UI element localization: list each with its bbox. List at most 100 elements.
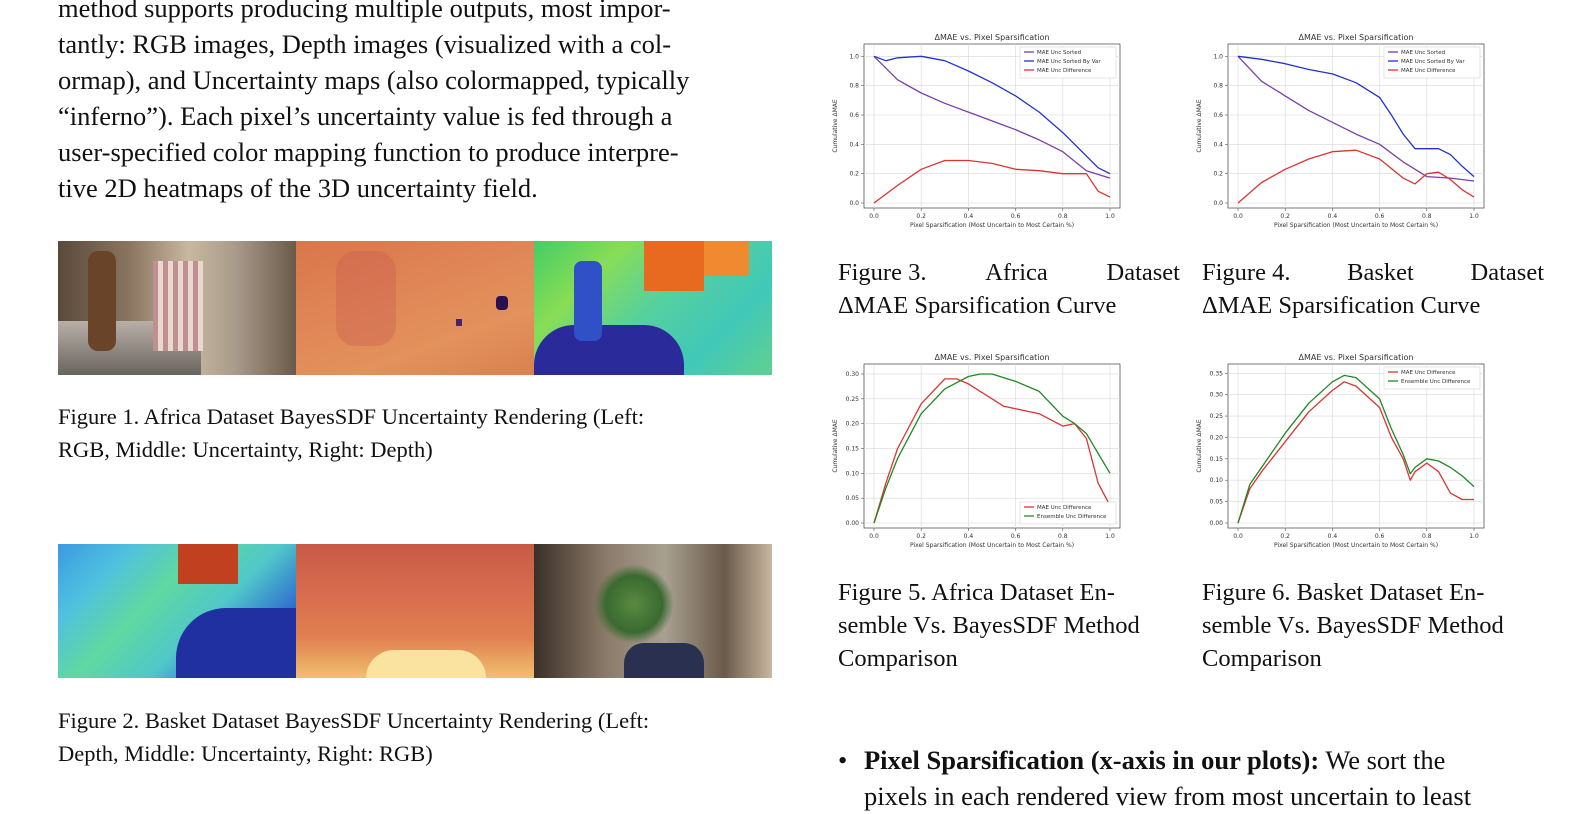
caption-line: Comparison	[838, 645, 958, 672]
legend-label: MAE Unc Sorted	[1401, 50, 1445, 56]
figure1-depth-image	[534, 241, 772, 375]
figure5-chart-svg: ΔMAE vs. Pixel Sparsification 0.0 0.2 0.4 0.…	[832, 353, 1121, 549]
y-tick-label: 0.05	[846, 495, 860, 502]
x-axis-label: Pixel Sparsification (Most Uncertain to …	[1274, 222, 1438, 229]
legend-label: MAE Unc Sorted By Var	[1401, 59, 1465, 65]
paragraph-line: ormap), and Uncertainty maps (also color…	[58, 65, 690, 95]
figure2-depth-image	[58, 544, 296, 678]
caption-line: semble Vs. BayesSDF Method	[838, 612, 1140, 639]
caption-line: semble Vs. BayesSDF Method	[1202, 612, 1504, 639]
x-tick-label: 0.8	[1422, 533, 1432, 540]
y-tick-label: 0.15	[1210, 456, 1224, 463]
x-tick-label: 0.2	[916, 213, 926, 220]
legend-box	[1019, 46, 1117, 79]
figure6-chart-svg: ΔMAE vs. Pixel Sparsification 0.0 0.2 0.4 0.…	[1196, 353, 1485, 549]
x-tick-label: 0.6	[1375, 533, 1385, 540]
series-line	[873, 55, 1111, 179]
figure3-chart-svg: ΔMAE vs. Pixel Sparsification 0.0 0.2 0.4 0.…	[832, 33, 1121, 229]
x-tick-label: 0.4	[964, 213, 974, 220]
y-tick-label: 0.0	[1213, 200, 1223, 207]
caption-word: Figure 3.	[838, 259, 927, 286]
y-tick-label: 0.8	[1213, 83, 1223, 90]
caption-line: Comparison	[1202, 645, 1322, 672]
y-tick-label: 0.8	[849, 83, 859, 90]
y-axis-label: Cumulative ΔMAE	[832, 99, 839, 153]
figure2-image-strip	[58, 544, 772, 678]
caption-word: Dataset	[1470, 259, 1544, 286]
paragraph-line: user-specified color mapping function to…	[58, 137, 679, 167]
y-tick-label: 0.30	[846, 371, 860, 378]
bullet-text: We sort the	[1319, 745, 1446, 775]
paragraph-line: method supports producing multiple outpu…	[58, 0, 671, 23]
y-tick-label: 0.2	[849, 171, 859, 178]
x-tick-label: 1.0	[1469, 533, 1479, 540]
y-tick-label: 0.05	[1210, 499, 1224, 506]
caption-word: Dataset	[1106, 259, 1180, 286]
x-axis-label: Pixel Sparsification (Most Uncertain to …	[910, 542, 1074, 549]
chart-title: ΔMAE vs. Pixel Sparsification	[1299, 33, 1414, 42]
series-line	[873, 378, 1111, 524]
legend-label: MAE Unc Sorted	[1037, 50, 1081, 56]
paragraph-line: “inferno”). Each pixel’s uncertainty val…	[58, 101, 673, 131]
y-tick-label: 0.30	[1210, 392, 1224, 399]
series-line	[873, 159, 1111, 204]
y-axis-label: Cumulative ΔMAE	[1196, 99, 1203, 153]
caption-line: Figure 1. Africa Dataset BayesSDF Uncert…	[58, 404, 645, 429]
y-tick-label: 0.20	[1210, 434, 1224, 441]
figure2-rgb-image	[534, 544, 772, 678]
series-line	[1237, 149, 1475, 204]
series-line	[873, 373, 1111, 524]
figure2-caption: Figure 2. Basket Dataset BayesSDF Uncert…	[58, 704, 649, 770]
x-tick-label: 1.0	[1469, 213, 1479, 220]
x-tick-label: 0.8	[1058, 533, 1068, 540]
y-tick-label: 0.4	[1213, 141, 1223, 148]
caption-line: Figure 5. Africa Dataset En-	[838, 579, 1115, 606]
plot-area	[1227, 363, 1485, 529]
x-tick-label: 0.6	[1011, 533, 1021, 540]
x-tick-label: 0.4	[964, 533, 974, 540]
y-tick-label: 0.6	[849, 112, 859, 119]
figure6-chart: ΔMAE vs. Pixel Sparsification 0.0 0.2 0.4 0.…	[1192, 350, 1492, 550]
figure5-caption: Figure 5. Africa Dataset En- semble Vs. …	[838, 576, 1180, 675]
bullet-item: • Pixel Sparsification (x-axis in our pl…	[838, 742, 1554, 814]
caption-line: Figure 2. Basket Dataset BayesSDF Uncert…	[58, 708, 650, 733]
x-tick-label: 1.0	[1105, 533, 1115, 540]
caption-line: Depth, Middle: Uncertainty, Right: RGB)	[58, 741, 433, 766]
y-axis-label: Cumulative ΔMAE	[832, 419, 839, 473]
bullet-term: Pixel Sparsification (x-axis in our plot…	[864, 745, 1320, 775]
y-tick-label: 0.6	[1213, 112, 1223, 119]
y-tick-label: 1.0	[1213, 53, 1223, 60]
figure1-caption: Figure 1. Africa Dataset BayesSDF Uncert…	[58, 400, 644, 466]
y-tick-label: 0.00	[1210, 520, 1224, 527]
figure3-caption: Figure 3. Africa Dataset ΔMAE Sparsifica…	[838, 256, 1180, 322]
y-tick-label: 0.00	[846, 520, 860, 527]
x-tick-label: 0.2	[1280, 533, 1290, 540]
x-tick-label: 0.6	[1375, 213, 1385, 220]
legend-label: MAE Unc Sorted By Var	[1037, 59, 1101, 65]
chart-title: ΔMAE vs. Pixel Sparsification	[935, 33, 1050, 42]
caption-line: RGB, Middle: Uncertainty, Right: Depth)	[58, 437, 433, 462]
caption-line: ΔMAE Sparsification Curve	[838, 292, 1117, 319]
x-tick-label: 0.6	[1011, 213, 1021, 220]
series-line	[873, 55, 1111, 175]
caption-word: Basket	[1347, 259, 1414, 286]
x-axis-label: Pixel Sparsification (Most Uncertain to …	[1274, 542, 1438, 549]
y-tick-label: 0.0	[849, 200, 859, 207]
x-tick-label: 0.0	[1233, 533, 1243, 540]
y-axis-label: Cumulative ΔMAE	[1196, 419, 1203, 473]
y-tick-label: 0.20	[846, 421, 860, 428]
bullet-line: Pixel Sparsification (x-axis in our plot…	[838, 742, 1554, 778]
figure1-uncertainty-image	[296, 241, 534, 375]
y-tick-label: 1.0	[849, 53, 859, 60]
series-line	[1237, 55, 1475, 178]
caption-word: Africa	[985, 259, 1048, 286]
x-tick-label: 1.0	[1105, 213, 1115, 220]
x-tick-label: 0.2	[1280, 213, 1290, 220]
chart-title: ΔMAE vs. Pixel Sparsification	[935, 353, 1050, 362]
figure6-caption: Figure 6. Basket Dataset En- semble Vs. …	[1202, 576, 1544, 675]
x-tick-label: 0.4	[1328, 213, 1338, 220]
x-tick-label: 0.0	[1233, 213, 1243, 220]
series-line	[1237, 381, 1474, 524]
legend-label: MAE Unc Difference	[1401, 370, 1456, 376]
x-tick-label: 0.8	[1422, 213, 1432, 220]
